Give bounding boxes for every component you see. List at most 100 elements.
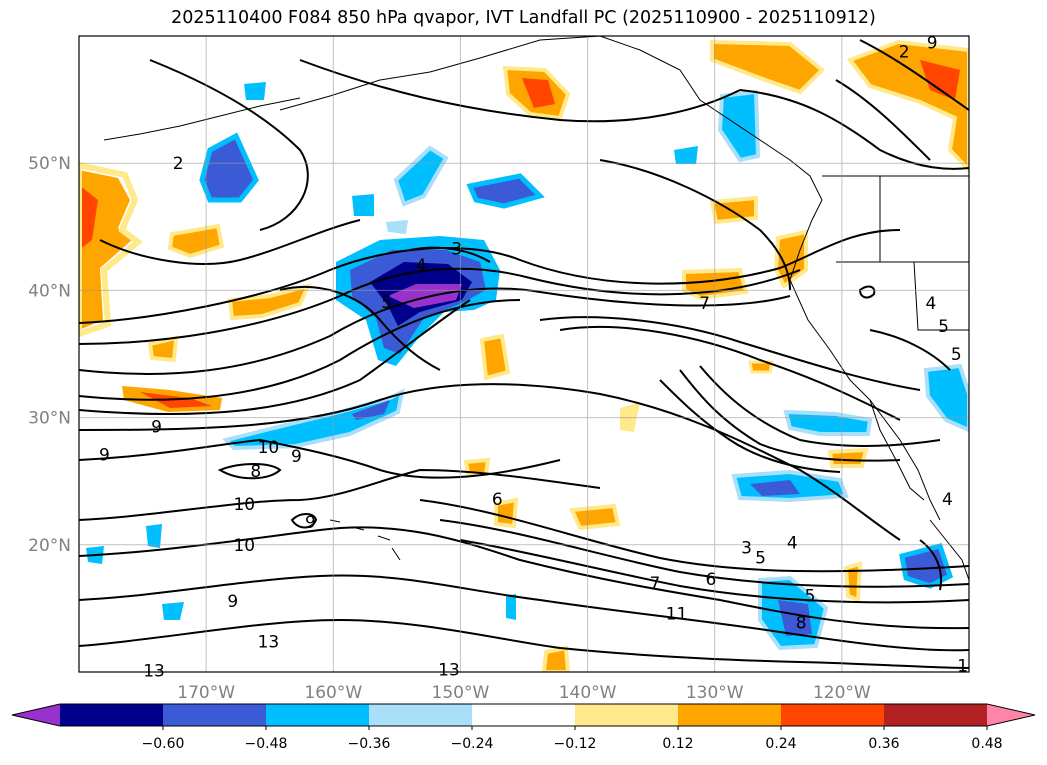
anomaly-negative-islands [146, 524, 162, 548]
contour-value-label: 9 [151, 418, 162, 438]
colorbar-tick-label: 0.48 [971, 736, 1002, 752]
colorbar-swatch [266, 704, 370, 726]
contour-line [859, 39, 969, 111]
contour-line [835, 79, 931, 161]
colorbar-tick-label: −0.60 [142, 736, 185, 752]
contour-line [419, 499, 969, 573]
lon-tick-label: 170°W [177, 683, 235, 703]
contour-value-label: 10 [233, 536, 255, 556]
contour-value-label: 7 [699, 294, 710, 314]
anomaly-negative-small-c [506, 594, 516, 620]
contour-line [599, 159, 791, 291]
anomaly-positive-subtropics-c [569, 503, 621, 531]
anomaly-positive-canada-core [920, 60, 960, 100]
mexico-coast [929, 519, 969, 581]
contour-line [858, 285, 876, 299]
anomaly-positive-north-pacific-b [227, 283, 312, 321]
anomaly-positive-eastern-b [709, 195, 758, 225]
colorbar-tick-label: 0.36 [868, 736, 899, 752]
contour-line [739, 89, 969, 170]
contour-line [679, 369, 901, 462]
anomaly-positive-west-core [79, 185, 98, 250]
alaska-coast [279, 36, 823, 201]
contour-line [79, 468, 601, 521]
hawaii [329, 519, 401, 561]
lat-tick-label: 30°N [28, 409, 71, 429]
contour-value-label: 9 [99, 445, 110, 465]
lon-tick-label: 130°W [686, 683, 744, 703]
lon-tick-label: 140°W [559, 683, 617, 703]
contour-value-label: 4 [942, 490, 953, 510]
map-title: 2025110400 F084 850 hPa qvapor, IVT Land… [171, 8, 876, 28]
aleutian-chain [103, 97, 301, 141]
contour-value-label: 11 [666, 604, 688, 624]
colorbar-swatch [781, 704, 885, 726]
anomaly-positive-dots-b [620, 402, 640, 432]
anomaly-negative-north-e [674, 146, 698, 164]
colorbar-swatch [575, 704, 679, 726]
contour-line [290, 513, 318, 529]
longitude-axis: 170°W 160°W 150°W 140°W 130°W 120°W [177, 683, 871, 703]
coastlines [103, 36, 969, 581]
lat-tick-label: 50°N [28, 154, 71, 174]
contour-value-label: 13 [438, 660, 460, 680]
contour-value-label: 4 [416, 256, 427, 276]
colorbar-tick-label: 0.12 [662, 736, 693, 752]
contour-value-label: 3 [451, 239, 462, 259]
anomaly-negative-north-c [352, 194, 374, 216]
lat-tick-label: 40°N [28, 281, 71, 301]
contour-value-label: 6 [705, 570, 716, 590]
colorbar-swatch [369, 704, 473, 726]
contour-value-label: 4 [787, 533, 798, 553]
anomaly-positive-dots-a [147, 335, 179, 363]
contour-value-label: 9 [927, 33, 938, 53]
colorbar-tick-label: −0.24 [451, 736, 494, 752]
contour-line [279, 286, 441, 371]
contour-line [79, 618, 969, 669]
contour-value-label: 5 [381, 293, 392, 313]
contour-value-label: 9 [305, 513, 316, 533]
anomaly-positive-dots-c [541, 645, 571, 672]
colorbar-tick-label: −0.36 [348, 736, 391, 752]
contour-line [439, 519, 969, 588]
anomaly-positive-mexico-b [843, 561, 863, 603]
anomaly-positive-subtropics-d [494, 497, 519, 529]
anomaly-negative-subtropical-core [352, 400, 390, 420]
anomaly-negative-north-a [393, 145, 449, 207]
anomaly-negative-coast-mex [923, 363, 969, 433]
colorbar-extend-high [987, 704, 1035, 726]
anomaly-positive-mexico-a [827, 447, 869, 468]
anomaly-negative-small-d [386, 220, 408, 234]
contour-line [699, 365, 941, 448]
anomaly-negative-baja [899, 542, 954, 589]
contour-value-label: 3 [741, 538, 752, 558]
contour-line [79, 574, 969, 652]
lon-tick-label: 160°W [304, 683, 362, 703]
contour-value-label: 5 [951, 345, 962, 365]
contour-value-label: 7 [650, 574, 661, 594]
contour-line [559, 325, 901, 421]
contour-line [79, 438, 561, 479]
contour-line [539, 316, 921, 391]
contour-value-label: 5 [755, 549, 766, 569]
anomaly-positive-central-a [479, 333, 511, 381]
anomaly-negative-north-b [466, 173, 545, 209]
contour-line [409, 246, 491, 263]
contour-value-label: 13 [258, 632, 280, 652]
contour-line [919, 539, 942, 591]
contour-line [79, 229, 901, 324]
contour-line [79, 287, 791, 375]
colorbar-swatch [472, 704, 576, 726]
contour-value-label: 2 [173, 154, 184, 174]
contour-value-label: 10 [258, 438, 280, 458]
contour-value-label: 5 [938, 317, 949, 337]
colorbar-extend-low [12, 704, 60, 726]
colorbar-tick-label: 0.24 [765, 736, 796, 752]
contour-value-label: 8 [796, 613, 807, 633]
colorbar-swatch [60, 704, 164, 726]
anomaly-negative-small-b [162, 602, 184, 620]
contour-line [299, 59, 741, 123]
contour-value-label: 4 [925, 294, 936, 314]
anomaly-negative-north-d [244, 82, 266, 100]
